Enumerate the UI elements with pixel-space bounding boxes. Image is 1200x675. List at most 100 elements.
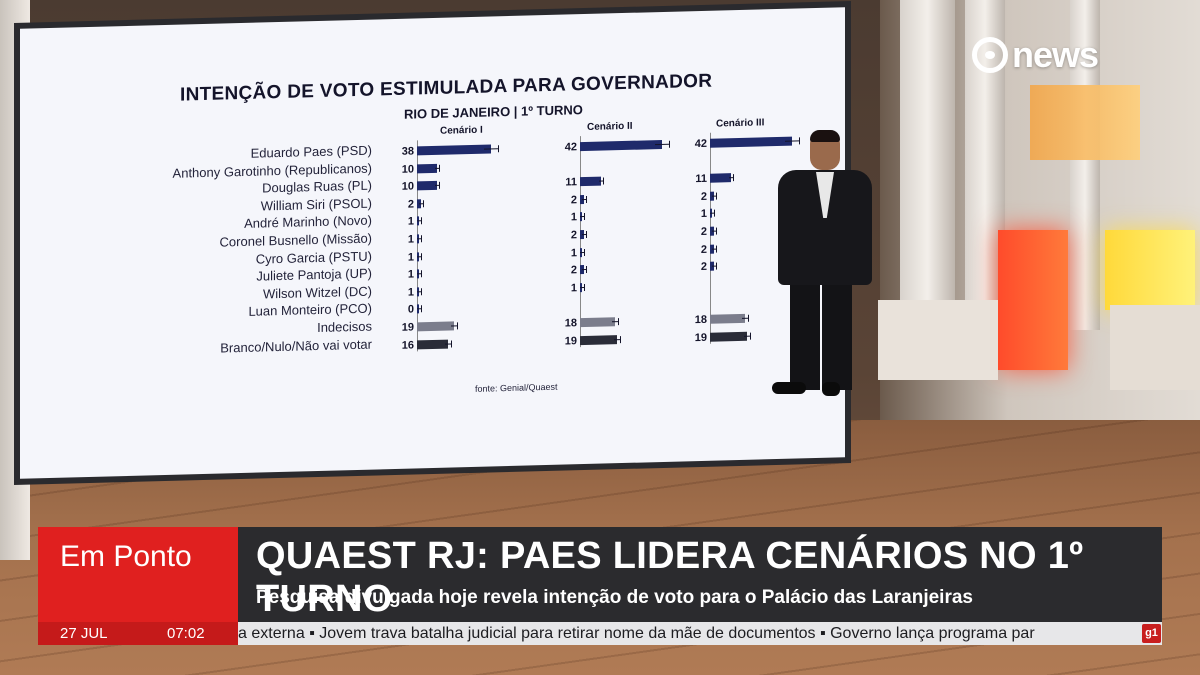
bar-value-label: 1	[570, 282, 577, 295]
error-bar-cap	[618, 318, 620, 326]
error-bar-cap	[669, 140, 671, 148]
error-bar-cap	[714, 209, 715, 218]
error-bar	[484, 148, 498, 150]
studio-pillar	[1070, 0, 1100, 330]
globo-logo-icon	[972, 37, 1008, 73]
scenario-label: Cenário I	[440, 124, 483, 137]
bar	[417, 321, 455, 332]
error-bar-cap	[421, 217, 422, 225]
error-bar-cap	[585, 195, 587, 203]
g1-badge-icon: g1	[1142, 624, 1161, 643]
error-bar-cap	[438, 164, 440, 172]
chart-screen: INTENÇÃO DE VOTO ESTIMULADA PARA GOVERNA…	[20, 7, 845, 479]
bar-value-label: 10	[401, 180, 414, 193]
ticker-clock-area	[38, 622, 238, 645]
error-bar-cap	[584, 213, 585, 221]
lower-third	[238, 527, 1162, 622]
error-bar	[613, 338, 621, 340]
error-bar-cap	[715, 227, 717, 235]
studio-light-panel	[1030, 85, 1140, 160]
bar	[580, 139, 662, 152]
error-bar-cap	[603, 177, 605, 185]
bar	[580, 334, 618, 345]
bar-value-label: 1	[407, 268, 414, 281]
bar	[580, 176, 602, 187]
scenario-label: Cenário II	[587, 120, 633, 133]
bar-value-label: 19	[564, 334, 577, 348]
bar-value-label: 16	[401, 339, 414, 352]
error-bar-cap	[457, 322, 459, 330]
error-bar-cap	[748, 314, 750, 322]
bar-value-label: 1	[700, 208, 707, 221]
error-bar-cap	[750, 332, 752, 340]
error-bar-cap	[451, 340, 452, 348]
bar-value-label: 2	[570, 194, 577, 207]
bar	[417, 339, 449, 349]
headline: QUAEST RJ: PAES LIDERA CENÁRIOS NO 1º TU…	[256, 535, 1084, 620]
presenter	[770, 130, 880, 405]
channel-logo: news	[972, 34, 1099, 76]
error-bar-cap	[620, 335, 622, 343]
chart-source: fonte: Genial/Quaest	[475, 381, 558, 394]
error-bar-cap	[733, 174, 735, 182]
error-bar-cap	[422, 200, 424, 208]
bar-value-label: 1	[570, 246, 577, 259]
bar-value-label: 2	[700, 243, 707, 256]
studio-pillar	[900, 0, 955, 330]
bar-value-label: 2	[570, 264, 577, 277]
ticker-date: 27 JUL	[60, 625, 108, 642]
studio-light-panel	[998, 230, 1068, 370]
chart-title: INTENÇÃO DE VOTO ESTIMULADA PARA GOVERNA…	[180, 70, 713, 106]
error-bar-cap	[715, 192, 717, 200]
bar-value-label: 42	[564, 141, 577, 154]
studio-plinth	[1110, 305, 1200, 390]
bar-value-label: 2	[700, 260, 707, 274]
error-bar-cap	[715, 245, 717, 253]
bar-value-label: 2	[700, 190, 707, 203]
error-bar-cap	[421, 252, 422, 260]
error-bar	[654, 143, 670, 146]
bar-value-label: 2	[700, 225, 707, 238]
studio-light-panel	[1105, 230, 1195, 310]
error-bar-cap	[421, 235, 422, 243]
error-bar-cap	[715, 262, 717, 270]
error-bar-cap	[497, 145, 499, 153]
error-bar	[450, 325, 458, 327]
bar-value-label: 10	[401, 163, 414, 176]
subheadline: Pesquisa divulgada hoje revela intenção …	[256, 587, 973, 608]
error-bar-cap	[438, 182, 440, 190]
error-bar-cap	[584, 283, 585, 291]
bar	[417, 144, 492, 156]
scenario-axis	[580, 136, 581, 348]
bar-value-label: 1	[570, 211, 577, 224]
bar-value-label: 11	[695, 172, 707, 186]
bar-value-label: 1	[407, 215, 414, 229]
bar	[710, 331, 748, 342]
chart-subtitle: RIO DE JANEIRO | 1º TURNO	[404, 102, 583, 122]
bar-value-label: 18	[564, 317, 577, 330]
bar-value-label: 42	[694, 137, 707, 151]
bar-value-label: 0	[407, 303, 414, 317]
bar	[710, 313, 746, 324]
bar-value-label: 19	[401, 321, 414, 334]
bar-value-label: 1	[407, 233, 414, 246]
scenario-label: Cenário III	[716, 117, 765, 130]
bar-value-label: 1	[407, 286, 414, 299]
bar-value-label: 11	[565, 176, 577, 189]
channel-logo-text: news	[1012, 34, 1099, 75]
bar-value-label: 2	[570, 229, 577, 242]
error-bar-cap	[421, 270, 422, 278]
error-bar-cap	[584, 248, 585, 256]
bar-value-label: 1	[407, 251, 414, 264]
program-badge	[38, 527, 238, 622]
error-bar-cap	[585, 266, 587, 274]
bar	[710, 173, 732, 183]
news-ticker: a externa ▪ Jovem trava batalha judicial…	[238, 622, 1162, 645]
error-bar-cap	[421, 305, 422, 313]
error-bar-cap	[585, 230, 587, 238]
ticker-text: a externa ▪ Jovem trava batalha judicial…	[238, 625, 1035, 642]
bar-value-label: 18	[694, 313, 707, 327]
ticker-time: 07:02	[167, 625, 205, 642]
error-bar-cap	[421, 288, 422, 296]
scenario-axis	[710, 132, 711, 344]
